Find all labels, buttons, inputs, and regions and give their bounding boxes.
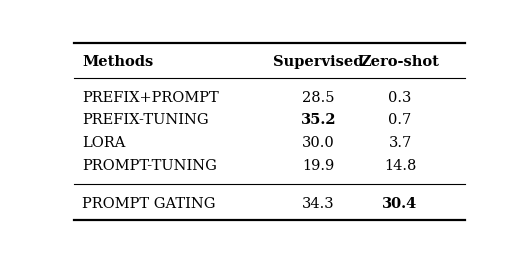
Text: 34.3: 34.3 — [302, 197, 335, 211]
Text: 35.2: 35.2 — [301, 113, 336, 127]
Text: PREFIX+PROMPT: PREFIX+PROMPT — [82, 91, 219, 105]
Text: 28.5: 28.5 — [302, 91, 335, 105]
Text: PROMPT-TUNING: PROMPT-TUNING — [82, 159, 217, 173]
Text: LORA: LORA — [82, 136, 125, 150]
Text: 0.3: 0.3 — [388, 91, 412, 105]
Text: 30.0: 30.0 — [302, 136, 335, 150]
Text: 3.7: 3.7 — [388, 136, 412, 150]
Text: PROMPT GATING: PROMPT GATING — [82, 197, 216, 211]
Text: 14.8: 14.8 — [384, 159, 416, 173]
Text: Zero-shot: Zero-shot — [361, 55, 439, 69]
Text: PREFIX-TUNING: PREFIX-TUNING — [82, 113, 209, 127]
Text: Methods: Methods — [82, 55, 153, 69]
Text: 0.7: 0.7 — [388, 113, 412, 127]
Text: 19.9: 19.9 — [302, 159, 335, 173]
Text: Supervised: Supervised — [273, 55, 364, 69]
Text: 30.4: 30.4 — [382, 197, 418, 211]
